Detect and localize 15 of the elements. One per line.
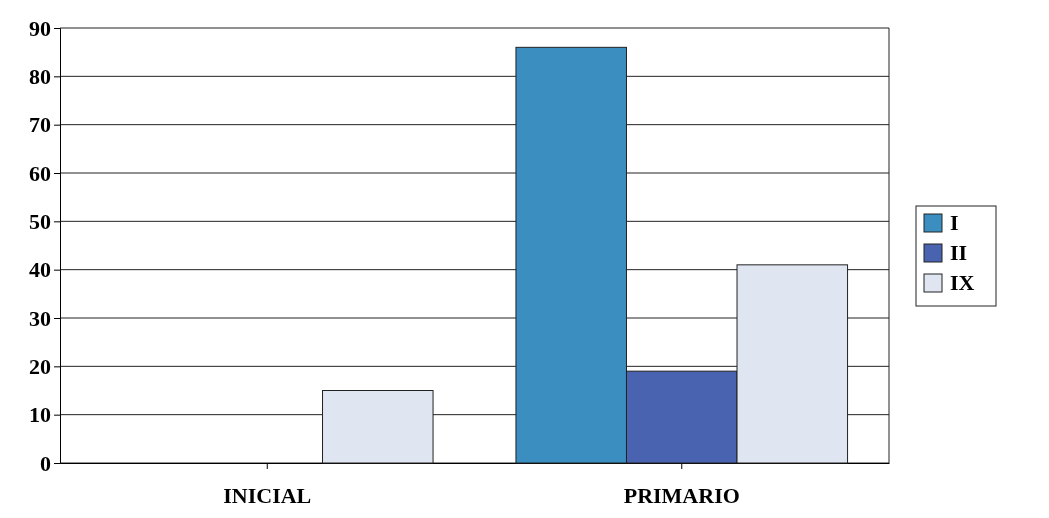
x-tick-label: PRIMARIO xyxy=(623,482,740,508)
y-tick-label: 0 xyxy=(40,450,51,476)
y-tick-label: 80 xyxy=(29,63,51,89)
y-tick-label: 30 xyxy=(29,305,51,331)
y-tick-label: 90 xyxy=(29,15,51,41)
x-tick-label: INICIAL xyxy=(223,482,312,508)
y-tick-label: 20 xyxy=(29,353,51,379)
legend-label: II xyxy=(950,240,968,265)
y-tick-label: 70 xyxy=(29,112,51,138)
y-tick-label: 50 xyxy=(29,208,51,234)
y-tick-label: 10 xyxy=(29,402,51,428)
legend-label: I xyxy=(950,210,959,235)
legend-label: IX xyxy=(950,270,975,295)
y-tick-label: 40 xyxy=(29,257,51,283)
y-tick-label: 60 xyxy=(29,160,51,186)
